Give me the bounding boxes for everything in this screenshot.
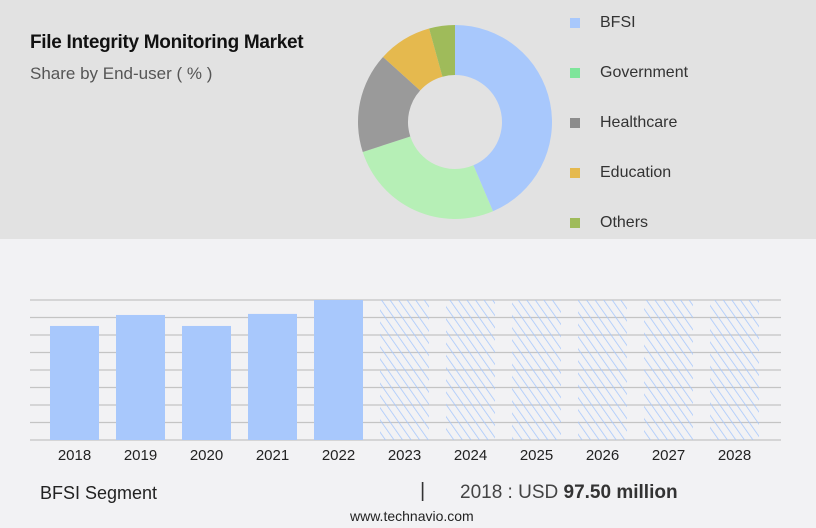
x-tick-label: 2026 <box>586 447 619 464</box>
legend-swatch <box>570 218 580 228</box>
donut-slice-healthcare <box>358 56 421 152</box>
forecast-bar-2025 <box>512 300 561 440</box>
legend-item-healthcare: Healthcare <box>570 114 677 132</box>
segment-value: 2018 : USD 97.50 million <box>460 482 678 504</box>
legend-item-others: Others <box>570 214 648 232</box>
legend-swatch <box>570 68 580 78</box>
donut-slice-government <box>362 136 493 219</box>
legend-label: Others <box>600 214 649 231</box>
x-tick-label: 2027 <box>652 447 685 464</box>
x-tick-label: 2024 <box>454 447 487 464</box>
x-tick-label: 2022 <box>322 447 355 464</box>
x-tick-label: 2028 <box>718 447 751 464</box>
legend-item-education: Education <box>570 164 671 182</box>
bar-2019 <box>116 314 165 440</box>
x-tick-label: 2018 <box>58 447 91 464</box>
legend-label: Education <box>600 164 672 181</box>
donut-slice-education <box>383 28 443 91</box>
legend-label: BFSI <box>600 14 636 31</box>
legend-swatch <box>570 168 580 178</box>
x-tick-label: 2020 <box>190 447 223 464</box>
x-tick-label: 2023 <box>388 447 421 464</box>
forecast-bar-2023 <box>380 300 429 440</box>
legend-label: Government <box>600 64 689 81</box>
segment-label: BFSI Segment <box>40 483 158 503</box>
legend-item-bfsi: BFSI <box>570 14 636 32</box>
x-tick-label: 2019 <box>124 447 157 464</box>
website: www.technavio.com <box>350 508 474 524</box>
forecast-bar-2027 <box>644 300 693 440</box>
bar-2018 <box>50 325 99 440</box>
forecast-bar-2028 <box>710 300 759 440</box>
value-amount: 97.50 million <box>563 482 678 503</box>
separator: | <box>420 480 426 502</box>
bar-2022 <box>314 300 363 440</box>
chart-subtitle: Share by End-user ( % ) <box>30 64 213 83</box>
bar-2020 <box>182 325 231 440</box>
forecast-bar-2024 <box>446 300 495 440</box>
x-tick-label: 2021 <box>256 447 289 464</box>
legend-item-government: Government <box>570 64 688 82</box>
donut-slice-others <box>429 25 455 77</box>
legend-label: Healthcare <box>600 114 678 131</box>
value-prefix: 2018 : USD <box>460 482 559 503</box>
donut-slice-bfsi <box>455 25 552 212</box>
x-tick-label: 2025 <box>520 447 553 464</box>
legend-swatch <box>570 118 580 128</box>
legend-swatch <box>570 18 580 28</box>
bar-2021 <box>248 313 297 440</box>
forecast-bar-2026 <box>578 300 627 440</box>
chart-title: File Integrity Monitoring Market <box>30 32 304 53</box>
